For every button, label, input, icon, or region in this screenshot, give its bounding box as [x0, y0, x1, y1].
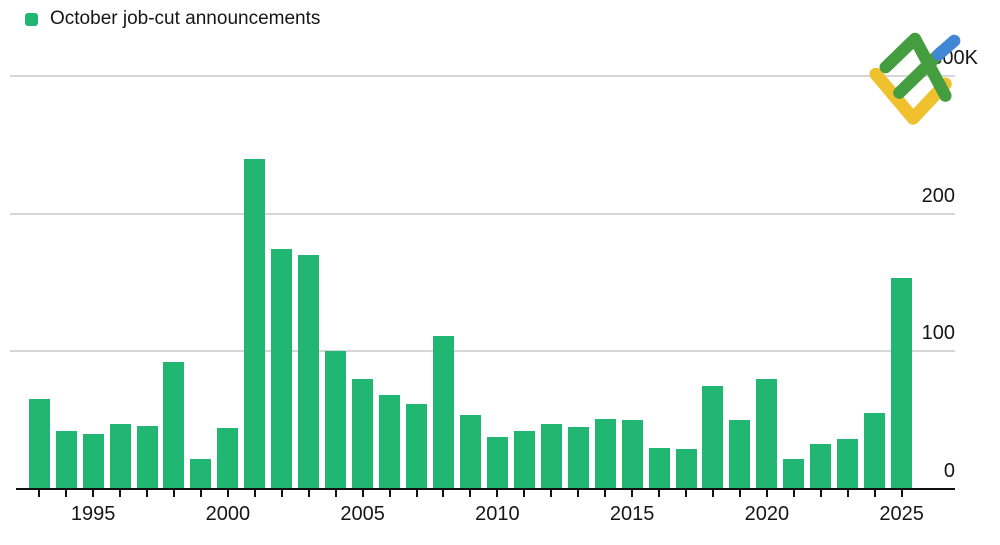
bar-2006 — [379, 395, 401, 489]
x-tick-2007 — [415, 490, 418, 497]
x-tick-2024 — [873, 490, 876, 497]
bar-2022 — [810, 443, 832, 489]
bar-2020 — [756, 378, 778, 489]
x-tick-2009 — [469, 490, 472, 497]
x-tick-2004 — [334, 490, 337, 497]
x-axis-label-2020: 2020 — [744, 503, 790, 525]
x-tick-2011 — [523, 490, 526, 497]
bar-1998 — [163, 362, 185, 489]
x-tick-1995 — [92, 490, 95, 497]
x-axis-label-2000: 2000 — [205, 503, 251, 525]
x-tick-2022 — [819, 490, 822, 497]
bar-2021 — [783, 458, 805, 489]
bar-1995 — [82, 433, 104, 489]
bar-1997 — [136, 425, 158, 489]
bar-2005 — [352, 378, 374, 489]
x-axis-label-2015: 2015 — [609, 503, 655, 525]
bar-2001 — [244, 158, 266, 489]
logo-blue-tip — [932, 34, 961, 61]
logo-yellow-chevron — [869, 67, 952, 125]
x-tick-2003 — [307, 490, 310, 497]
legend: October job-cut announcements — [25, 8, 320, 30]
bar-2016 — [648, 447, 670, 489]
bar-2008 — [432, 336, 454, 489]
x-tick-2019 — [738, 490, 741, 497]
bar-2003 — [298, 254, 320, 489]
bar-1999 — [190, 458, 212, 489]
x-tick-1997 — [146, 490, 148, 497]
logo-green-mountain — [879, 32, 952, 102]
bar-1993 — [28, 399, 50, 489]
x-tick-2021 — [792, 490, 795, 497]
x-tick-2008 — [442, 490, 445, 497]
gridline-100 — [10, 350, 955, 353]
bar-2017 — [675, 449, 697, 489]
bar-2024 — [864, 413, 886, 489]
x-tick-2016 — [658, 490, 661, 497]
x-tick-1999 — [199, 490, 202, 497]
broker-logo-icon — [869, 32, 961, 125]
x-tick-2018 — [711, 490, 714, 497]
x-tick-2005 — [361, 490, 364, 497]
x-tick-1994 — [65, 490, 68, 497]
bar-2011 — [513, 431, 535, 489]
x-axis-label-2005: 2005 — [340, 503, 385, 525]
x-tick-1996 — [119, 490, 122, 497]
bar-2025 — [891, 278, 913, 489]
bar-2013 — [567, 427, 589, 489]
bar-2018 — [702, 385, 724, 489]
x-tick-2001 — [253, 490, 256, 497]
bar-2009 — [459, 414, 481, 489]
x-tick-2020 — [765, 490, 768, 497]
x-tick-2010 — [496, 490, 499, 497]
y-axis-label-100: 100 — [921, 322, 955, 345]
x-axis-label-2010: 2010 — [475, 503, 520, 525]
x-tick-2002 — [280, 490, 283, 497]
logo-green-line — [893, 50, 943, 99]
x-tick-2015 — [631, 490, 634, 497]
x-axis-line — [16, 488, 955, 490]
gridline-200 — [10, 212, 955, 215]
bar-2000 — [217, 428, 239, 489]
bar-2019 — [729, 420, 751, 489]
bar-2012 — [540, 424, 562, 489]
bar-2002 — [271, 249, 293, 489]
bar-2023 — [837, 439, 859, 489]
x-tick-2013 — [577, 490, 580, 497]
x-tick-2025 — [900, 490, 903, 497]
x-tick-2023 — [846, 490, 849, 497]
x-tick-2006 — [388, 490, 391, 497]
y-axis-label-200: 200 — [921, 184, 955, 207]
x-tick-2014 — [604, 490, 607, 497]
x-tick-1993 — [38, 490, 41, 497]
legend-label: October job-cut announcements — [50, 8, 321, 29]
x-axis-label-1995: 1995 — [70, 503, 116, 525]
bar-1996 — [109, 424, 131, 489]
x-tick-2012 — [550, 490, 553, 497]
bar-2010 — [486, 436, 508, 489]
bar-2014 — [594, 418, 616, 489]
x-tick-2017 — [685, 490, 687, 497]
bar-2015 — [621, 420, 643, 489]
bar-2004 — [325, 351, 347, 489]
bar-2007 — [406, 403, 427, 489]
bar-1994 — [55, 431, 77, 489]
legend-swatch-icon — [25, 12, 38, 26]
x-tick-2000 — [226, 490, 229, 497]
x-axis-label-2025: 2025 — [879, 503, 924, 525]
y-axis-label-0: 0 — [943, 460, 955, 482]
gridline-300 — [10, 74, 955, 77]
x-tick-1998 — [172, 490, 175, 497]
